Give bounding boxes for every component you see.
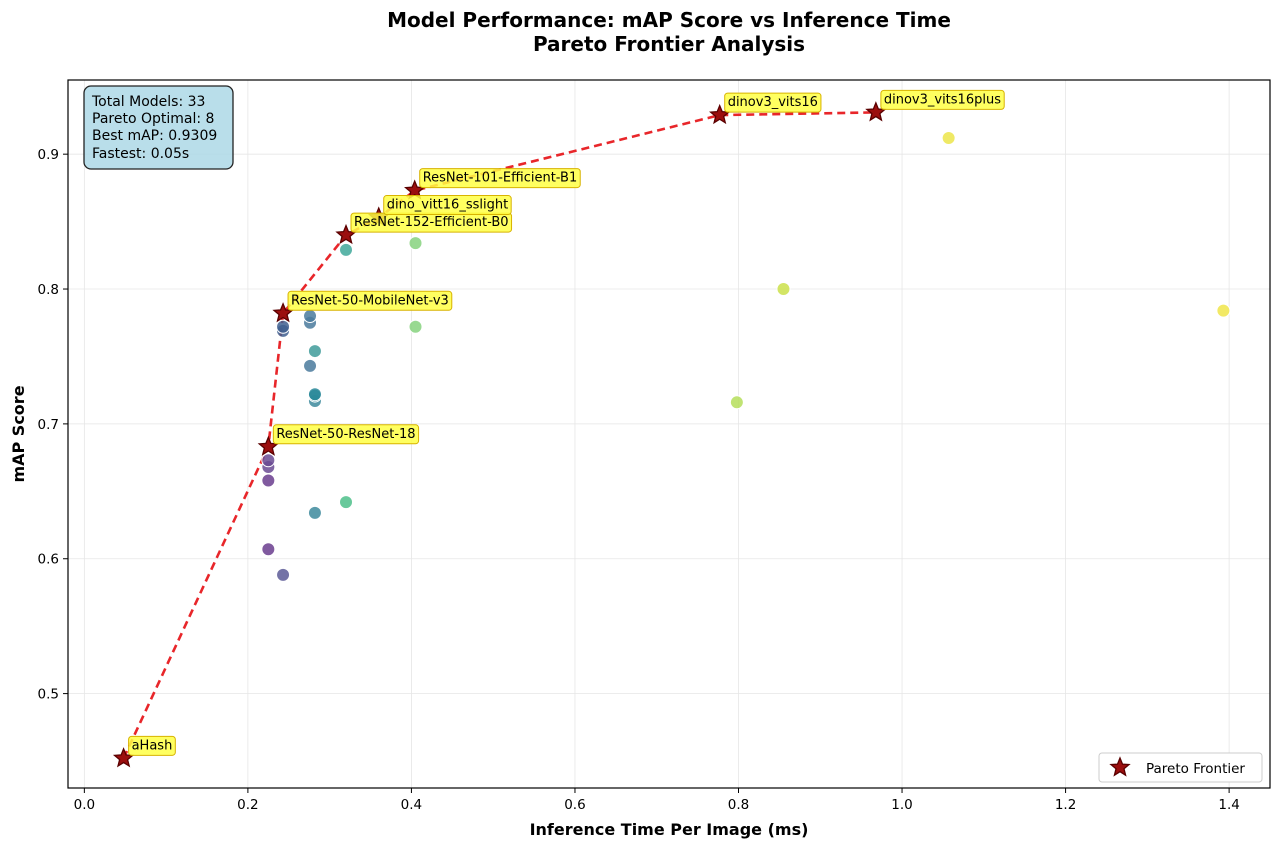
- annotation-background: [272, 424, 420, 445]
- stats-best-map: Best mAP: 0.9309: [92, 128, 217, 144]
- scatter-point: [307, 505, 322, 520]
- annotation-label: ResNet-101-Efficient-B1: [419, 168, 581, 189]
- annotation-background: [724, 92, 822, 113]
- annotation-text: ResNet-50-ResNet-18: [276, 427, 415, 442]
- scatter-point: [339, 495, 354, 510]
- annotation-label: dinov3_vits16: [724, 92, 822, 113]
- x-tick-label: 1.4: [1218, 797, 1239, 813]
- annotation-background: [419, 168, 581, 189]
- x-tick-label: 1.2: [1055, 797, 1076, 813]
- stats-box-background: [83, 85, 234, 170]
- x-axis-label: Inference Time Per Image (ms): [530, 820, 809, 839]
- annotations: aHash ResNet-50-ResNet-18 ResNet-50-Mobile…: [128, 89, 1005, 756]
- annotation-background: [287, 290, 453, 311]
- scatter-point: [941, 130, 956, 145]
- pareto-frontier-line: [122, 111, 876, 759]
- annotation-background: [880, 89, 1005, 110]
- y-tick-label: 0.9: [38, 147, 59, 163]
- grid: [68, 80, 1270, 788]
- annotation-text: dino_vitt16_sslight: [387, 198, 508, 213]
- scatter-point: [303, 309, 318, 323]
- scatter-point: [408, 319, 423, 334]
- y-tick-label: 0.7: [38, 417, 59, 433]
- scatter-point: [307, 344, 322, 359]
- legend-label-pareto-frontier: Pareto Frontier: [1146, 761, 1245, 777]
- chart-title: Model Performance: mAP Score vs Inferenc…: [387, 8, 951, 32]
- scatter-point: [408, 236, 423, 251]
- stats-pareto-optimal: Pareto Optimal: 8: [92, 111, 214, 127]
- scatter-point: [339, 242, 354, 257]
- stats-box: Total Models: 33 Pareto Optimal: 8 Best …: [83, 85, 234, 170]
- y-tick-label: 0.8: [38, 282, 59, 298]
- scatter-point: [307, 387, 322, 402]
- plot-frame: [67, 79, 1271, 789]
- annotation-text: ResNet-101-Efficient-B1: [423, 171, 578, 186]
- scatter-point: [729, 395, 744, 410]
- x-tick-label: 0.2: [237, 797, 258, 813]
- x-tick-label: 0.4: [401, 797, 422, 813]
- annotation-background: [128, 735, 176, 756]
- annotation-label: ResNet-152-Efficient-B0: [350, 212, 513, 233]
- stats-fastest: Fastest: 0.05s: [92, 146, 189, 162]
- annotation-label: dino_vitt16_sslight: [383, 195, 512, 216]
- legend: Pareto Frontier: [1098, 752, 1263, 783]
- x-tick-label: 0.8: [728, 797, 749, 813]
- legend-box: [1098, 752, 1263, 783]
- y-axis-label: mAP Score: [9, 385, 28, 482]
- annotation-label: ResNet-50-MobileNet-v3: [287, 290, 453, 311]
- scatter-points: [261, 130, 1231, 582]
- legend-star-icon: [1109, 756, 1131, 777]
- chart-subtitle: Pareto Frontier Analysis: [533, 32, 805, 56]
- axis-ticks: 0.0 0.2 0.4 0.6 0.8 1.0 1.2 1.4 0.5 0.6 0.7 0.8 0.9: [38, 147, 1240, 813]
- scatter-point: [776, 282, 791, 297]
- x-tick-label: 0.0: [74, 797, 95, 813]
- scatter-point: [1216, 303, 1231, 318]
- y-tick-label: 0.5: [38, 687, 59, 703]
- stats-total-models: Total Models: 33: [91, 94, 205, 110]
- annotation-background: [383, 195, 512, 216]
- annotation-text: aHash: [132, 738, 173, 753]
- annotation-text: ResNet-50-MobileNet-v3: [291, 293, 449, 308]
- legend-star-shape: [1109, 756, 1131, 777]
- annotation-label: dinov3_vits16plus: [880, 89, 1005, 110]
- scatter-point: [261, 542, 276, 557]
- plot-area: [68, 80, 1270, 788]
- x-tick-label: 1.0: [891, 797, 912, 813]
- annotation-text: ResNet-152-Efficient-B0: [354, 215, 509, 230]
- scatter-point: [276, 567, 291, 582]
- scatter-point: [303, 358, 318, 373]
- annotation-text: dinov3_vits16: [728, 95, 818, 110]
- scatter-point: [261, 473, 276, 488]
- annotation-label: ResNet-50-ResNet-18: [272, 424, 420, 445]
- scatter-point: [276, 319, 291, 334]
- annotation-label: aHash: [128, 735, 176, 756]
- scatter-point: [261, 453, 276, 468]
- y-tick-label: 0.6: [38, 552, 59, 568]
- annotation-text: dinov3_vits16plus: [884, 92, 1001, 107]
- x-tick-label: 0.6: [564, 797, 585, 813]
- pareto-frontier-path: [122, 111, 876, 759]
